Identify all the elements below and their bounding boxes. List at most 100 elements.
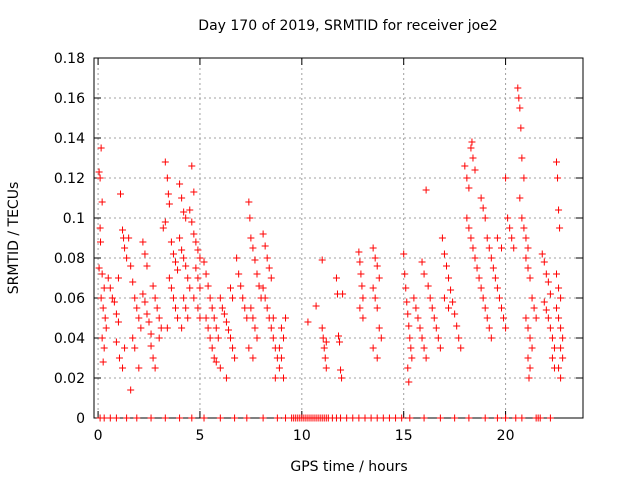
data-point: [96, 224, 104, 232]
data-point: [550, 344, 558, 352]
data-point: [227, 284, 235, 292]
data-point: [196, 254, 204, 262]
data-point: [147, 414, 155, 422]
data-point: [359, 294, 367, 302]
data-point: [222, 374, 230, 382]
data-point: [498, 244, 505, 252]
data-point: [176, 180, 184, 188]
data-point: [161, 158, 169, 166]
data-point: [514, 84, 522, 92]
data-point: [259, 230, 267, 238]
data-point: [430, 314, 438, 322]
data-point: [139, 238, 147, 246]
data-point: [99, 358, 107, 366]
data-point: [336, 338, 344, 346]
data-point: [169, 250, 177, 258]
data-point: [261, 294, 269, 302]
data-point: [522, 254, 530, 262]
data-point: [526, 334, 534, 342]
data-point: [167, 284, 175, 292]
data-point: [249, 314, 257, 322]
data-point: [510, 244, 518, 252]
data-point: [165, 200, 173, 208]
data-point: [471, 166, 479, 174]
data-point: [174, 266, 182, 274]
data-point: [524, 354, 532, 362]
data-point: [449, 298, 457, 306]
data-point: [483, 314, 491, 322]
data-point: [97, 238, 105, 246]
data-point: [469, 154, 477, 162]
data-point: [498, 304, 505, 312]
data-point: [172, 304, 179, 312]
data-point: [548, 334, 556, 342]
data-point: [233, 254, 241, 262]
data-point: [269, 334, 277, 342]
data-point: [504, 214, 512, 222]
data-point: [554, 174, 562, 182]
data-point: [479, 204, 487, 212]
data-point: [556, 224, 564, 232]
data-point: [275, 344, 283, 352]
data-point: [402, 284, 410, 292]
data-point: [524, 324, 532, 332]
data-point: [216, 364, 224, 372]
data-point: [451, 310, 459, 318]
data-point: [210, 314, 218, 322]
data-point: [544, 278, 552, 286]
data-point: [404, 310, 412, 318]
data-point: [379, 414, 387, 422]
data-point: [491, 274, 499, 282]
y-tick-label: 0.08: [54, 251, 85, 267]
data-point: [163, 324, 171, 332]
data-point: [182, 262, 190, 270]
data-point: [241, 304, 249, 312]
data-point: [169, 294, 177, 302]
data-point: [101, 314, 109, 322]
data-point: [528, 294, 536, 302]
data-point: [164, 190, 172, 198]
data-point: [358, 282, 366, 290]
data-point: [277, 324, 285, 332]
data-point: [194, 274, 202, 282]
data-point: [404, 364, 412, 372]
data-point: [251, 324, 259, 332]
data-point: [319, 334, 327, 342]
data-point: [412, 304, 420, 312]
data-point: [339, 290, 347, 298]
data-point: [119, 364, 127, 372]
data-point: [196, 314, 204, 322]
x-tick-label: 0: [94, 428, 103, 444]
data-point: [553, 158, 561, 166]
data-point: [224, 326, 232, 334]
data-point: [447, 286, 455, 294]
data-point: [100, 344, 108, 352]
data-point: [453, 322, 461, 330]
data-point: [385, 414, 393, 422]
data-point: [469, 244, 477, 252]
data-point: [231, 414, 239, 422]
data-point: [208, 304, 216, 312]
data-point: [520, 224, 528, 232]
data-point: [174, 314, 182, 322]
data-point: [487, 254, 495, 262]
y-tick-label: 0.02: [54, 371, 85, 387]
data-point: [220, 310, 228, 318]
data-point: [401, 270, 409, 278]
data-point: [357, 270, 365, 278]
data-point: [176, 234, 184, 242]
data-point: [332, 274, 340, 282]
data-point: [95, 264, 103, 272]
data-point: [532, 314, 540, 322]
data-point: [180, 294, 188, 302]
data-point: [392, 414, 400, 422]
data-point: [247, 304, 255, 312]
x-tick-label: 5: [195, 428, 204, 444]
data-point: [186, 284, 194, 292]
data-point: [520, 174, 528, 182]
data-point: [110, 298, 118, 306]
data-point: [192, 238, 200, 246]
data-point: [245, 344, 253, 352]
data-point: [536, 414, 544, 422]
data-point: [479, 294, 487, 302]
